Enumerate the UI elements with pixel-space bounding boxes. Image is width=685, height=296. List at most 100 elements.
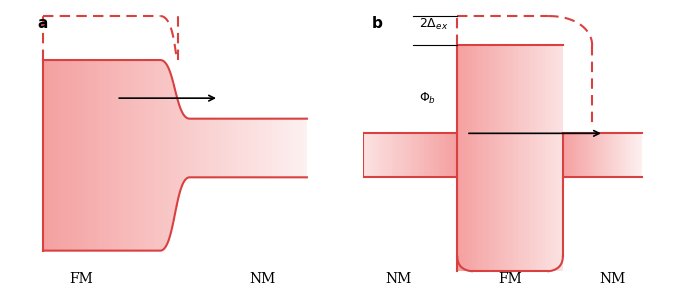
Polygon shape (251, 119, 254, 177)
Polygon shape (464, 45, 465, 271)
Polygon shape (186, 118, 188, 178)
Polygon shape (477, 45, 478, 271)
Polygon shape (438, 133, 440, 177)
Polygon shape (481, 45, 482, 271)
Polygon shape (468, 45, 469, 271)
Polygon shape (516, 45, 518, 271)
Polygon shape (410, 133, 412, 177)
Polygon shape (472, 45, 473, 271)
Polygon shape (156, 60, 159, 251)
Polygon shape (238, 119, 241, 177)
Polygon shape (530, 45, 531, 271)
Polygon shape (246, 119, 249, 177)
Polygon shape (204, 119, 207, 177)
Polygon shape (53, 60, 56, 251)
Polygon shape (523, 45, 525, 271)
Polygon shape (278, 119, 280, 177)
Polygon shape (201, 119, 204, 177)
Polygon shape (283, 119, 286, 177)
Polygon shape (617, 133, 619, 177)
Polygon shape (482, 45, 484, 271)
Polygon shape (551, 45, 552, 271)
Polygon shape (476, 45, 477, 271)
Polygon shape (632, 133, 633, 177)
Polygon shape (443, 133, 445, 177)
Polygon shape (556, 45, 558, 271)
Polygon shape (553, 45, 555, 271)
Polygon shape (80, 60, 83, 251)
Polygon shape (384, 133, 386, 177)
Polygon shape (386, 133, 387, 177)
Polygon shape (154, 60, 156, 251)
Polygon shape (545, 45, 546, 271)
Polygon shape (294, 119, 297, 177)
Polygon shape (548, 45, 549, 271)
Polygon shape (610, 133, 612, 177)
Polygon shape (600, 133, 601, 177)
Polygon shape (297, 119, 299, 177)
Polygon shape (605, 133, 606, 177)
Polygon shape (373, 133, 375, 177)
Polygon shape (447, 133, 448, 177)
Polygon shape (191, 119, 193, 177)
Polygon shape (429, 133, 431, 177)
Polygon shape (180, 111, 183, 187)
Polygon shape (288, 119, 291, 177)
Polygon shape (582, 133, 583, 177)
Polygon shape (478, 45, 480, 271)
Polygon shape (423, 133, 425, 177)
Polygon shape (90, 60, 93, 251)
Polygon shape (136, 60, 138, 251)
Polygon shape (636, 133, 637, 177)
Polygon shape (101, 60, 103, 251)
Polygon shape (527, 45, 529, 271)
Polygon shape (440, 133, 442, 177)
Polygon shape (603, 133, 605, 177)
Polygon shape (48, 60, 51, 251)
Polygon shape (432, 133, 434, 177)
Polygon shape (596, 133, 597, 177)
Polygon shape (466, 45, 468, 271)
Polygon shape (379, 133, 381, 177)
Polygon shape (43, 60, 46, 251)
Polygon shape (471, 45, 472, 271)
Polygon shape (608, 133, 609, 177)
Polygon shape (606, 133, 608, 177)
Polygon shape (526, 45, 527, 271)
Polygon shape (122, 60, 125, 251)
Polygon shape (501, 45, 502, 271)
Polygon shape (448, 133, 449, 177)
Text: a: a (37, 16, 47, 31)
Polygon shape (364, 133, 365, 177)
Polygon shape (412, 133, 414, 177)
Polygon shape (183, 115, 186, 181)
Polygon shape (230, 119, 233, 177)
Polygon shape (173, 84, 175, 221)
Polygon shape (489, 45, 490, 271)
Polygon shape (634, 133, 636, 177)
Polygon shape (522, 45, 523, 271)
Polygon shape (437, 133, 438, 177)
Polygon shape (627, 133, 629, 177)
Polygon shape (549, 45, 551, 271)
Polygon shape (535, 45, 536, 271)
Polygon shape (62, 60, 64, 251)
Polygon shape (249, 119, 251, 177)
Polygon shape (580, 133, 582, 177)
Polygon shape (595, 133, 596, 177)
Polygon shape (613, 133, 614, 177)
Polygon shape (109, 60, 112, 251)
Polygon shape (244, 119, 246, 177)
Polygon shape (416, 133, 418, 177)
Polygon shape (569, 133, 571, 177)
Polygon shape (381, 133, 382, 177)
Polygon shape (542, 45, 543, 271)
Polygon shape (260, 119, 262, 177)
Polygon shape (454, 133, 456, 177)
Polygon shape (458, 45, 460, 271)
Polygon shape (540, 45, 542, 271)
Polygon shape (393, 133, 395, 177)
Polygon shape (485, 45, 486, 271)
Polygon shape (262, 119, 264, 177)
Polygon shape (509, 45, 510, 271)
